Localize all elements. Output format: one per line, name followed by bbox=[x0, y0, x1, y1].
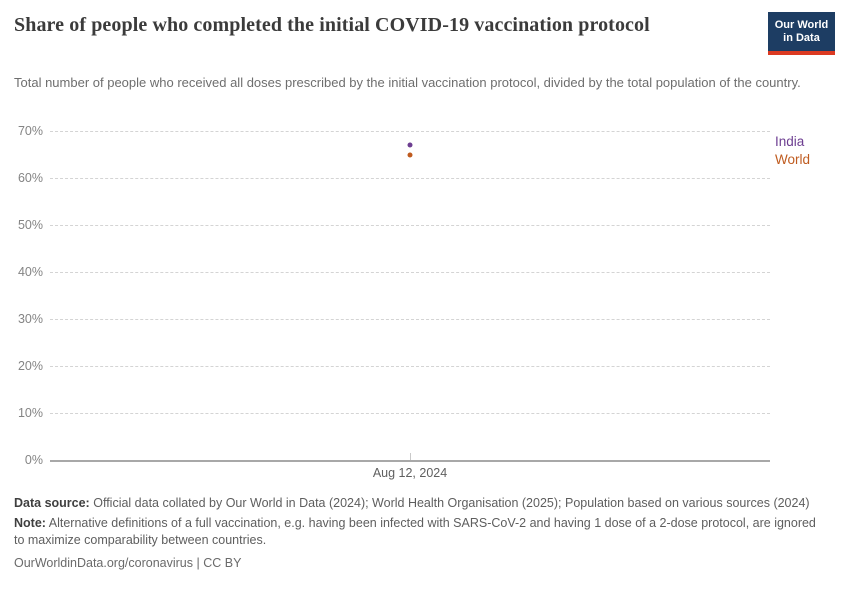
gridline-30 bbox=[50, 319, 770, 320]
data-point-world bbox=[407, 152, 413, 157]
x-axis-tick bbox=[410, 453, 411, 460]
y-tick-label-10: 10% bbox=[17, 406, 43, 420]
gridline-10 bbox=[50, 413, 770, 414]
legend: India World bbox=[775, 133, 810, 169]
owid-logo: Our World in Data bbox=[768, 12, 835, 55]
data-source-label: Data source: bbox=[14, 496, 90, 510]
y-tick-label-60: 60% bbox=[17, 171, 43, 185]
note-label: Note: bbox=[14, 515, 46, 530]
owid-logo-line2: in Data bbox=[783, 32, 820, 44]
chart-subtitle: Total number of people who received all … bbox=[14, 75, 801, 90]
owid-url-link[interactable]: OurWorldinData.org/coronavirus bbox=[14, 555, 194, 570]
license-line: OurWorldinData.org/coronavirus | CC BY bbox=[14, 555, 829, 573]
y-tick-label-20: 20% bbox=[17, 359, 43, 373]
gridline-50 bbox=[50, 225, 770, 226]
license-text: | CC BY bbox=[193, 555, 242, 570]
plot-area: 0% 10% 20% 30% 40% 50% 60% 70% bbox=[18, 124, 770, 467]
gridline-0 bbox=[50, 460, 770, 462]
gridline-60 bbox=[50, 178, 770, 179]
y-tick-label-30: 30% bbox=[17, 312, 43, 326]
note-line: Note: Alternative definitions of a full … bbox=[14, 515, 829, 550]
x-axis-tick-label: Aug 12, 2024 bbox=[372, 466, 448, 480]
gridline-40 bbox=[50, 272, 770, 273]
y-tick-label-0: 0% bbox=[24, 453, 43, 467]
note-text: Alternative definitions of a full vaccin… bbox=[14, 515, 816, 548]
data-source-text: Official data collated by Our World in D… bbox=[93, 496, 810, 510]
legend-item-world: World bbox=[775, 152, 811, 167]
gridline-20 bbox=[50, 366, 770, 367]
y-tick-label-70: 70% bbox=[17, 124, 43, 138]
y-tick-label-50: 50% bbox=[17, 218, 43, 232]
chart-footer: Data source: Official data collated by O… bbox=[14, 495, 829, 572]
chart-title: Share of people who completed the initia… bbox=[14, 14, 650, 36]
owid-logo-line1: Our World bbox=[774, 19, 829, 31]
data-point-india bbox=[407, 142, 413, 148]
legend-item-india: India bbox=[775, 134, 805, 149]
gridline-70 bbox=[50, 131, 770, 132]
data-source-line: Data source: Official data collated by O… bbox=[14, 495, 829, 513]
y-tick-label-40: 40% bbox=[17, 265, 43, 279]
